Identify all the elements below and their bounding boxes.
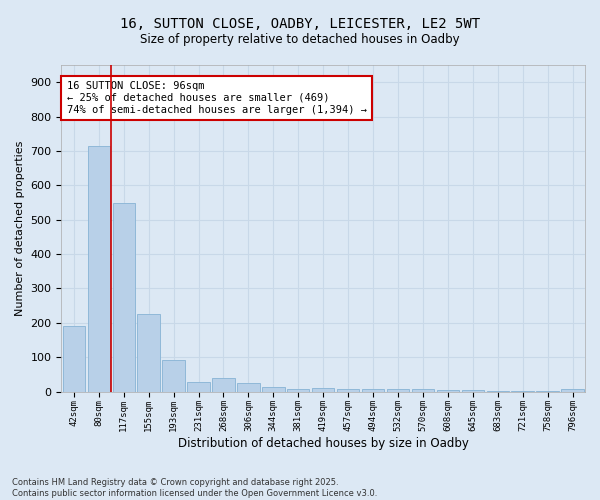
Bar <box>362 389 384 392</box>
Y-axis label: Number of detached properties: Number of detached properties <box>15 140 25 316</box>
Bar <box>337 389 359 392</box>
Bar <box>212 378 235 392</box>
Bar <box>487 390 509 392</box>
Bar <box>387 390 409 392</box>
Bar <box>461 390 484 392</box>
Bar <box>412 390 434 392</box>
Bar <box>262 388 284 392</box>
Bar <box>287 389 310 392</box>
Bar <box>187 382 210 392</box>
Text: Contains HM Land Registry data © Crown copyright and database right 2025.
Contai: Contains HM Land Registry data © Crown c… <box>12 478 377 498</box>
Text: Size of property relative to detached houses in Oadby: Size of property relative to detached ho… <box>140 32 460 46</box>
Text: 16 SUTTON CLOSE: 96sqm
← 25% of detached houses are smaller (469)
74% of semi-de: 16 SUTTON CLOSE: 96sqm ← 25% of detached… <box>67 82 367 114</box>
Bar <box>511 391 534 392</box>
Bar <box>137 314 160 392</box>
Bar <box>437 390 459 392</box>
Bar <box>163 360 185 392</box>
Bar <box>62 326 85 392</box>
Bar <box>562 389 584 392</box>
Text: 16, SUTTON CLOSE, OADBY, LEICESTER, LE2 5WT: 16, SUTTON CLOSE, OADBY, LEICESTER, LE2 … <box>120 18 480 32</box>
Bar <box>237 383 260 392</box>
X-axis label: Distribution of detached houses by size in Oadby: Distribution of detached houses by size … <box>178 437 469 450</box>
Bar <box>88 146 110 392</box>
Bar <box>113 203 135 392</box>
Bar <box>312 388 334 392</box>
